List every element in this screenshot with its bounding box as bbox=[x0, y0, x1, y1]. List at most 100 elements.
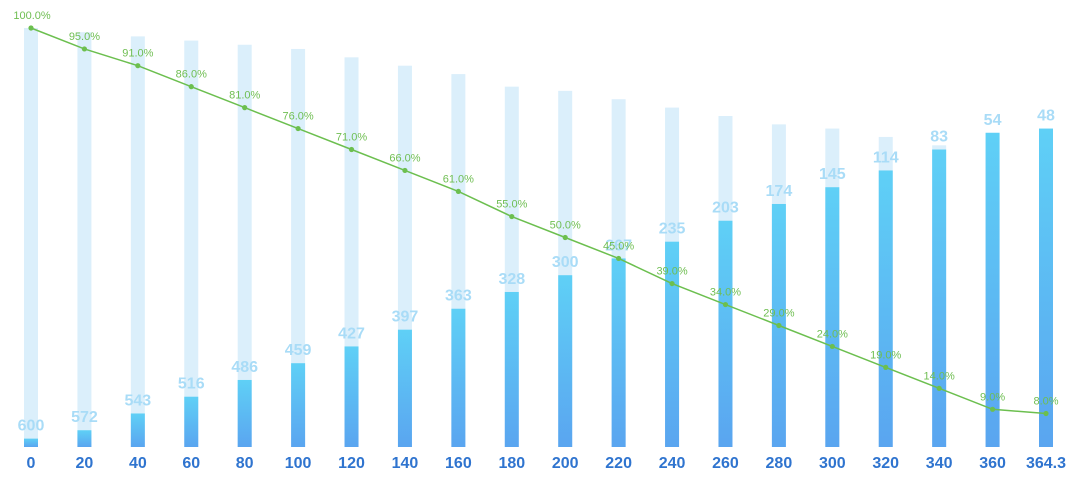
x-tick-label: 260 bbox=[712, 455, 739, 472]
x-tick-label: 0 bbox=[27, 455, 36, 472]
percent-label: 9.0% bbox=[980, 391, 1005, 403]
value-label: 145 bbox=[819, 166, 846, 183]
value-label: 516 bbox=[178, 376, 205, 393]
percent-point bbox=[295, 125, 301, 132]
value-label: 235 bbox=[659, 221, 686, 238]
background-bar bbox=[77, 32, 92, 447]
percent-point bbox=[242, 105, 248, 111]
percent-label: 86.0% bbox=[176, 69, 207, 81]
value-label: 54 bbox=[984, 112, 1002, 129]
x-tick-label: 60 bbox=[182, 455, 200, 472]
percent-point bbox=[28, 25, 34, 31]
percent-line bbox=[30, 27, 1047, 415]
x-tick-label: 280 bbox=[766, 455, 793, 472]
value-bar bbox=[77, 430, 92, 447]
percent-label: 19.0% bbox=[870, 349, 901, 361]
percent-label: 8.0% bbox=[1033, 395, 1058, 407]
x-tick-label: 220 bbox=[605, 455, 632, 472]
value-labels: 600 572 543 516 486 459 427 397 363 328 300 267 235 2… bbox=[18, 108, 1055, 435]
percent-label: 91.0% bbox=[122, 48, 153, 60]
x-tick-label: 364.3 bbox=[1026, 455, 1066, 472]
value-bar bbox=[932, 149, 947, 447]
percent-label: 66.0% bbox=[389, 152, 420, 164]
value-bar bbox=[24, 438, 38, 447]
x-tick-label: 340 bbox=[926, 455, 953, 472]
value-label: 174 bbox=[766, 183, 793, 200]
x-tick-label: 100 bbox=[285, 455, 312, 472]
value-bar bbox=[184, 396, 199, 447]
value-bar bbox=[504, 291, 519, 447]
percent-label: 45.0% bbox=[603, 240, 634, 252]
percent-point bbox=[722, 301, 729, 308]
value-bar bbox=[825, 187, 840, 447]
percent-point bbox=[776, 322, 782, 329]
percent-line-layer bbox=[28, 25, 1049, 417]
value-bar bbox=[397, 329, 412, 447]
value-label: 363 bbox=[445, 288, 472, 305]
percent-label: 29.0% bbox=[763, 307, 794, 319]
percent-point bbox=[883, 364, 889, 370]
percent-label: 55.0% bbox=[496, 199, 527, 211]
percent-point bbox=[455, 188, 461, 195]
percent-label: 50.0% bbox=[550, 220, 581, 232]
percent-label: 71.0% bbox=[336, 132, 367, 144]
percent-point bbox=[989, 406, 996, 412]
percent-label: 95.0% bbox=[69, 31, 100, 43]
percent-label: 24.0% bbox=[817, 328, 848, 340]
percent-label: 81.0% bbox=[229, 90, 260, 102]
x-tick-label: 20 bbox=[76, 455, 94, 472]
value-bar bbox=[558, 275, 573, 447]
background-bar bbox=[130, 36, 145, 447]
percent-point bbox=[81, 46, 88, 52]
background-bar bbox=[184, 40, 199, 447]
percent-point bbox=[562, 234, 568, 241]
value-bar bbox=[718, 220, 733, 447]
background-bar bbox=[24, 28, 38, 447]
x-tick-label: 180 bbox=[498, 455, 525, 472]
value-label: 203 bbox=[712, 200, 739, 217]
value-bar bbox=[451, 308, 466, 447]
x-tick-label: 40 bbox=[129, 455, 147, 472]
x-tick-label: 240 bbox=[659, 455, 686, 472]
value-label: 267 bbox=[605, 237, 632, 254]
percent-label: 39.0% bbox=[656, 266, 687, 278]
value-bar bbox=[237, 379, 252, 447]
value-label: 48 bbox=[1037, 108, 1055, 125]
percent-label: 76.0% bbox=[283, 111, 314, 123]
value-bar bbox=[611, 258, 626, 447]
value-bar bbox=[344, 346, 359, 447]
value-bar bbox=[665, 241, 680, 447]
value-label: 543 bbox=[124, 392, 151, 409]
value-label: 572 bbox=[71, 409, 98, 426]
x-tick-label: 120 bbox=[338, 455, 365, 472]
value-bar bbox=[130, 413, 145, 447]
x-tick-label: 320 bbox=[872, 455, 899, 472]
value-bar bbox=[985, 132, 1000, 447]
percent-point bbox=[402, 167, 408, 174]
value-label: 600 bbox=[18, 418, 45, 435]
x-tick-label: 300 bbox=[819, 455, 846, 472]
x-tick-label: 360 bbox=[979, 455, 1006, 472]
value-label: 328 bbox=[498, 271, 525, 288]
x-tick-label: 200 bbox=[552, 455, 579, 472]
percent-point bbox=[509, 213, 515, 220]
percent-point bbox=[936, 385, 942, 391]
value-bar bbox=[1039, 128, 1053, 447]
value-label: 83 bbox=[930, 129, 948, 146]
percent-point bbox=[188, 84, 194, 90]
percent-label: 14.0% bbox=[924, 370, 955, 382]
x-axis-ticks: 0 20 40 60 80 100 120 140 160 180 200 220 240 260 280 3… bbox=[27, 455, 1067, 472]
value-bars bbox=[24, 128, 1053, 447]
percent-point bbox=[1043, 410, 1049, 417]
x-tick-label: 160 bbox=[445, 455, 472, 472]
value-bar bbox=[878, 170, 893, 447]
value-label: 486 bbox=[231, 359, 258, 376]
percent-point bbox=[348, 146, 355, 153]
x-tick-label: 140 bbox=[392, 455, 419, 472]
value-label: 300 bbox=[552, 254, 579, 271]
value-label: 459 bbox=[285, 342, 312, 359]
value-label: 397 bbox=[392, 309, 419, 326]
x-tick-label: 80 bbox=[236, 455, 254, 472]
